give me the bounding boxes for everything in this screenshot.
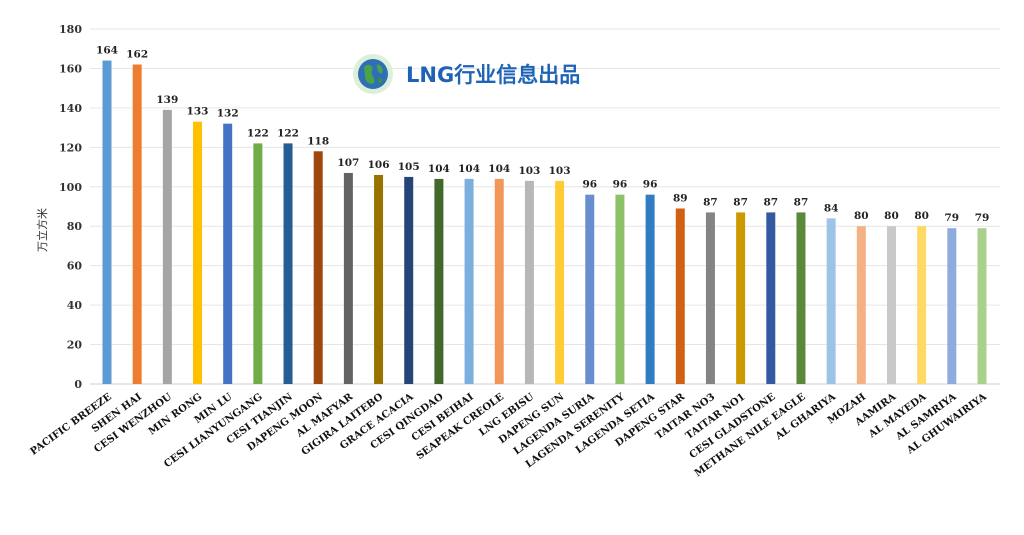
bar-value-label: 87 — [703, 196, 718, 208]
y-tick-label: 40 — [67, 299, 83, 312]
bar-value-label: 87 — [794, 196, 809, 208]
bar-value-label: 139 — [156, 94, 178, 106]
bar — [886, 226, 896, 384]
bar-value-label: 118 — [307, 135, 329, 147]
bar — [343, 172, 353, 384]
bar-value-label: 162 — [126, 49, 148, 61]
y-tick-label: 0 — [74, 378, 82, 391]
bar-value-label: 122 — [247, 127, 269, 139]
bar — [253, 143, 263, 384]
y-tick-label: 80 — [67, 220, 83, 233]
bar — [645, 194, 655, 384]
bar-value-label: 84 — [824, 202, 839, 214]
bar — [675, 208, 685, 384]
y-tick-label: 20 — [67, 339, 83, 352]
y-tick-label: 140 — [59, 102, 82, 115]
bar — [494, 178, 504, 384]
y-tick-label: 60 — [67, 260, 83, 273]
bar — [464, 178, 474, 384]
y-axis-label: 万立方米 — [35, 208, 49, 252]
bar-value-label: 106 — [368, 159, 390, 171]
bar-value-label: 80 — [854, 210, 869, 222]
bar — [917, 226, 927, 384]
bar — [766, 212, 776, 384]
bar — [705, 212, 715, 384]
bar — [102, 60, 112, 385]
bar — [736, 212, 746, 384]
bar — [313, 151, 323, 384]
bar-value-label: 164 — [96, 45, 118, 57]
bar — [555, 180, 565, 384]
bar — [856, 226, 866, 384]
bar — [826, 218, 836, 384]
bar-value-label: 104 — [488, 163, 510, 175]
bar — [796, 212, 806, 384]
bar — [524, 180, 534, 384]
bar-value-label: 122 — [277, 127, 299, 139]
bar-value-label: 87 — [733, 196, 748, 208]
y-tick-label: 100 — [59, 181, 82, 194]
bar-value-label: 132 — [217, 108, 239, 120]
bar-value-label: 96 — [643, 179, 658, 191]
bar — [193, 121, 203, 384]
watermark-logo: LNG行业信息出品 — [352, 52, 580, 96]
bar — [223, 123, 233, 385]
bar — [162, 109, 172, 384]
watermark-text: LNG行业信息出品 — [406, 63, 581, 87]
bar — [283, 143, 293, 384]
y-tick-label: 160 — [59, 62, 82, 75]
bar-value-label: 103 — [549, 165, 571, 177]
bar-value-label: 104 — [428, 163, 450, 175]
bar-value-label: 96 — [613, 179, 628, 191]
globe-icon — [353, 54, 393, 94]
y-tick-label: 120 — [59, 141, 82, 154]
bar — [977, 228, 987, 384]
bar-value-label: 89 — [673, 192, 688, 204]
bar-value-label: 79 — [975, 212, 990, 224]
bar — [404, 176, 414, 384]
bar — [615, 194, 625, 384]
bar-value-label: 80 — [914, 210, 929, 222]
bar-value-label: 80 — [884, 210, 899, 222]
bar — [374, 174, 384, 384]
bar — [585, 194, 595, 384]
bar-value-label: 87 — [763, 196, 778, 208]
bar — [434, 178, 444, 384]
bar-value-label: 103 — [518, 165, 540, 177]
bar — [947, 228, 957, 384]
bar-value-label: 105 — [398, 161, 420, 173]
bar-value-label: 79 — [945, 212, 960, 224]
bar-value-label: 96 — [582, 179, 597, 191]
bar-value-label: 133 — [187, 106, 209, 118]
bar-value-label: 107 — [337, 157, 359, 169]
bar — [132, 64, 142, 384]
bar-value-label: 104 — [458, 163, 480, 175]
y-tick-label: 180 — [59, 23, 82, 36]
